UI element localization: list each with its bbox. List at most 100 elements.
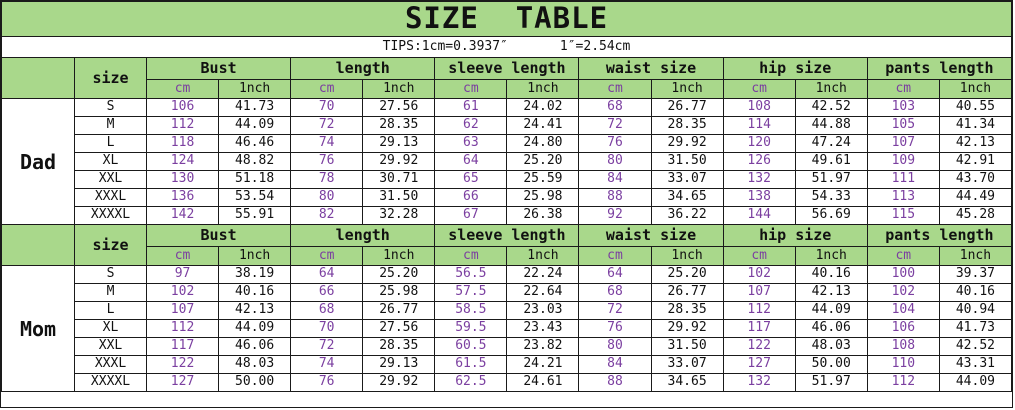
value-cell: 82 — [290, 206, 364, 225]
value-cell: 84 — [578, 170, 652, 189]
value-cell: 111 — [866, 170, 940, 189]
value-cell: 76 — [290, 373, 364, 392]
value-cell: 25.59 — [506, 170, 580, 189]
value-cell: 130 — [145, 170, 220, 189]
value-cell: 42.52 — [938, 337, 1013, 356]
value-cell: 39.37 — [938, 265, 1013, 284]
table-row: XXXXL 142 55.91 82 32.28 67 26.38 92 36.22 144 56.… — [2, 206, 1013, 225]
value-cell: 64 — [290, 265, 364, 284]
unit-cm-header: cm — [866, 79, 940, 99]
value-cell: 50.00 — [794, 355, 868, 374]
value-cell: 64 — [578, 265, 652, 284]
value-cell: 23.03 — [506, 301, 580, 320]
value-cell: 51.97 — [794, 373, 868, 392]
unit-inch-header: 1nch — [650, 79, 724, 99]
value-cell: 51.18 — [218, 170, 292, 189]
unit-inch-header: 1nch — [362, 79, 436, 99]
value-cell: 40.16 — [938, 283, 1013, 302]
value-cell: 25.98 — [362, 283, 436, 302]
unit-cm-header: cm — [578, 246, 652, 266]
group-header-length: length — [290, 224, 436, 247]
value-cell: 64 — [434, 152, 508, 171]
value-cell: 27.56 — [362, 98, 436, 117]
value-cell: 138 — [722, 188, 796, 207]
value-cell: 107 — [722, 283, 796, 302]
value-cell: 24.61 — [506, 373, 580, 392]
unit-cm-header: cm — [290, 246, 364, 266]
value-cell: 126 — [722, 152, 796, 171]
value-cell: 117 — [722, 319, 796, 338]
value-cell: 68 — [290, 301, 364, 320]
value-cell: 107 — [866, 134, 940, 153]
value-cell: 50.00 — [218, 373, 292, 392]
unit-inch-header: 1nch — [650, 246, 724, 266]
value-cell: 76 — [578, 134, 652, 153]
unit-cm-header: cm — [434, 246, 508, 266]
value-cell: 80 — [578, 152, 652, 171]
unit-inch-header: 1nch — [218, 246, 292, 266]
unit-inch-header: 1nch — [362, 246, 436, 266]
value-cell: 124 — [145, 152, 220, 171]
value-cell: 34.65 — [650, 188, 724, 207]
value-cell: 42.13 — [794, 283, 868, 302]
size-table-body: SIZE TABLE TIPS:1cm=0.3937″ 1″=2.54cm si… — [1, 1, 1013, 392]
value-cell: 113 — [866, 188, 940, 207]
value-cell: 25.98 — [506, 188, 580, 207]
value-cell: 108 — [866, 337, 940, 356]
value-cell: 105 — [866, 116, 940, 135]
group-header-row: size Bust length sleeve length waist size hip… — [1, 224, 1013, 266]
value-cell: 42.52 — [794, 98, 868, 117]
value-cell: 88 — [578, 188, 652, 207]
value-cell: 46.06 — [794, 319, 868, 338]
table-row: XXL 117 46.06 72 28.35 60.5 23.82 80 31.50 122 48.… — [2, 337, 1013, 356]
unit-cm-header: cm — [866, 246, 940, 266]
group-header-hip-size: hip size — [722, 224, 868, 247]
value-cell: 60.5 — [434, 337, 508, 356]
unit-inch-header: 1nch — [506, 79, 580, 99]
value-cell: 65 — [434, 170, 508, 189]
size-cell: XXXXL — [74, 373, 147, 392]
value-cell: 25.20 — [506, 152, 580, 171]
page-title: SIZE TABLE — [1, 1, 1012, 37]
value-cell: 44.49 — [938, 188, 1013, 207]
value-cell: 44.09 — [938, 373, 1013, 392]
value-cell: 29.13 — [362, 134, 436, 153]
value-cell: 24.21 — [506, 355, 580, 374]
value-cell: 44.09 — [218, 116, 292, 135]
value-cell: 40.94 — [938, 301, 1013, 320]
value-cell: 53.54 — [218, 188, 292, 207]
value-cell: 31.50 — [650, 337, 724, 356]
group-header-Bust: Bust — [145, 224, 292, 247]
value-cell: 68 — [578, 283, 652, 302]
value-cell: 84 — [578, 355, 652, 374]
size-cell: XXXXL — [74, 206, 147, 225]
value-cell: 26.77 — [650, 98, 724, 117]
unit-inch-header: 1nch — [794, 79, 868, 99]
unit-cm-header: cm — [578, 79, 652, 99]
value-cell: 102 — [145, 283, 220, 302]
value-cell: 44.88 — [794, 116, 868, 135]
table-row: XXXL 136 53.54 80 31.50 66 25.98 88 34.65 138 54.3… — [2, 188, 1013, 207]
size-cell: L — [74, 134, 147, 153]
value-cell: 70 — [290, 319, 364, 338]
unit-inch-header: 1nch — [938, 246, 1013, 266]
value-cell: 72 — [290, 116, 364, 135]
value-cell: 127 — [145, 373, 220, 392]
value-cell: 51.97 — [794, 170, 868, 189]
value-cell: 112 — [145, 116, 220, 135]
tips-text: TIPS:1cm=0.3937″ 1″=2.54cm — [3, 38, 1011, 54]
size-cell: M — [74, 283, 147, 302]
value-cell: 42.91 — [938, 152, 1013, 171]
value-cell: 55.91 — [218, 206, 292, 225]
unit-cm-header: cm — [722, 79, 796, 99]
value-cell: 26.77 — [650, 283, 724, 302]
size-cell: XXL — [74, 337, 147, 356]
tips-cm-to-inch: TIPS:1cm=0.3937″ — [382, 38, 508, 54]
value-cell: 66 — [434, 188, 508, 207]
value-cell: 61 — [434, 98, 508, 117]
value-cell: 23.82 — [506, 337, 580, 356]
value-cell: 118 — [145, 134, 220, 153]
value-cell: 88 — [578, 373, 652, 392]
value-cell: 76 — [290, 152, 364, 171]
size-cell: XXL — [74, 170, 147, 189]
